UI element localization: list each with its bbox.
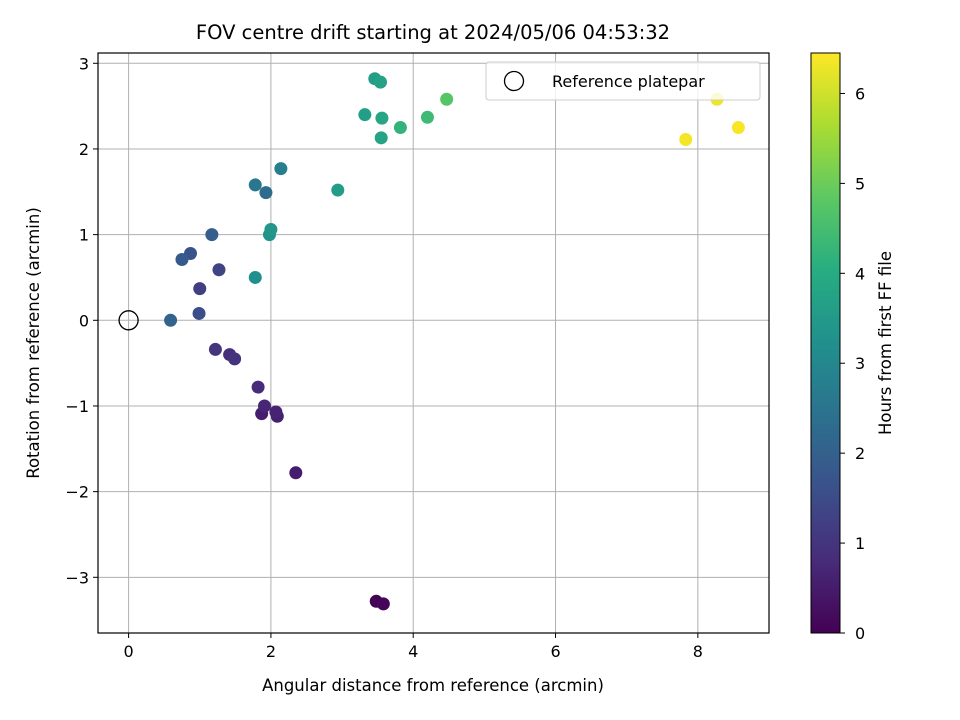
data-point [274,162,288,176]
data-point [205,228,219,242]
legend-reference-marker [503,70,525,92]
colorbar-tick-label: 4 [855,264,865,283]
legend-entry-reference: Reference platepar [552,72,705,91]
data-point [440,92,454,106]
data-point [193,282,207,296]
data-point [420,110,434,124]
colorbar: 0 1 2 3 4 5 6 Hours from first FF file [810,52,895,643]
x-tick-label: 6 [550,642,560,661]
y-tick-label: 2 [79,140,89,159]
colorbar-tick-label: 0 [855,624,865,643]
data-point [374,131,388,145]
data-point [375,111,389,125]
colorbar-gradient [810,52,841,634]
data-points [164,72,745,611]
colorbar-ticks: 0 1 2 3 4 5 6 [840,84,865,643]
colorbar-tick-label: 2 [855,444,865,463]
x-axis-label: Angular distance from reference (arcmin) [262,676,604,695]
reference-platepar-marker [118,310,139,331]
y-tick-label: −3 [65,568,89,587]
y-tick-label: 0 [79,311,89,330]
legend-box [485,61,761,101]
data-point [373,75,387,89]
data-point [192,306,206,320]
y-axis-ticks: −3 −2 −1 0 1 2 3 [65,54,98,587]
data-point [251,380,265,394]
colorbar-tick-label: 3 [855,354,865,373]
y-tick-label: −1 [65,397,89,416]
y-tick-label: 3 [79,54,89,73]
x-tick-label: 0 [124,642,134,661]
colorbar-label: Hours from first FF file [876,251,895,435]
data-point [248,270,262,284]
x-tick-label: 8 [693,642,703,661]
x-tick-label: 4 [408,642,418,661]
y-tick-label: −2 [65,483,89,502]
legend: Reference platepar [485,61,761,101]
data-point [358,108,372,122]
data-point [258,399,272,413]
x-axis-ticks: 0 2 4 6 8 [124,633,703,661]
data-point [331,183,345,197]
data-point [269,405,283,419]
data-point [164,313,178,327]
grid-lines [98,53,769,633]
data-point [259,186,273,200]
colorbar-tick-label: 5 [855,174,865,193]
plot-frame [97,52,770,634]
data-point [376,597,390,611]
colorbar-tick-label: 6 [855,84,865,103]
y-axis-label: Rotation from reference (arcmin) [24,207,43,479]
chart-title: FOV centre drift starting at 2024/05/06 … [196,21,670,44]
data-point [679,133,693,147]
data-point [228,352,242,366]
y-tick-label: 1 [79,226,89,245]
data-point [289,466,303,480]
data-point [264,222,278,236]
x-tick-label: 2 [266,642,276,661]
data-point [208,342,222,356]
data-point [393,121,407,135]
data-point [731,121,745,135]
colorbar-tick-label: 1 [855,534,865,553]
data-point [248,178,262,192]
data-point [175,252,189,266]
reference-marker-layer [118,310,139,331]
data-point [212,263,226,277]
